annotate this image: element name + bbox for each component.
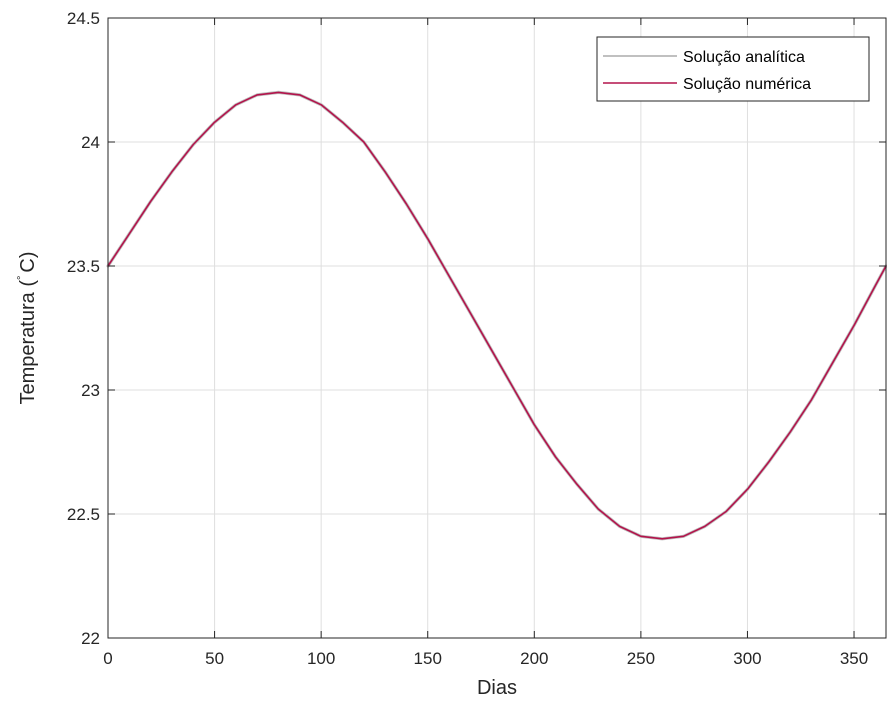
y-axis-label-degree: ° [16,276,28,280]
x-tick-label: 200 [520,649,548,668]
x-tick-label: 50 [205,649,224,668]
legend: Solução analítica Solução numérica [596,36,870,102]
legend-box [596,36,870,102]
x-tick-label: 150 [414,649,442,668]
y-tick-label: 24.5 [67,9,100,28]
y-tick-label: 22.5 [67,505,100,524]
x-tick-label: 0 [103,649,112,668]
y-axis-label-text: Temperatura ( [17,280,39,405]
x-tick-label: 350 [840,649,868,668]
x-tick-label: 100 [307,649,335,668]
y-tick-label: 23 [81,381,100,400]
legend-label-analytic: Solução analítica [683,49,805,66]
y-tick-label: 22 [81,629,100,648]
axes-box [107,17,887,639]
y-tick-label: 23.5 [67,257,100,276]
series-line-numeric [107,91,887,540]
x-axis-label: Dias [477,677,517,699]
legend-label-numeric: Solução numérica [683,76,811,93]
x-tick-label: 300 [733,649,761,668]
plot-area [108,18,886,638]
tick-labels: 0 50 100 150 200 250 300 350 22 22.5 23 23.5 24 24.5 [67,9,868,668]
series-lines [106,90,887,541]
y-tick-label: 24 [81,133,100,152]
x-tick-label: 250 [627,649,655,668]
y-axis-label: Temperatura (° C) [16,251,39,404]
y-axis-label-unit: C) [17,251,39,272]
